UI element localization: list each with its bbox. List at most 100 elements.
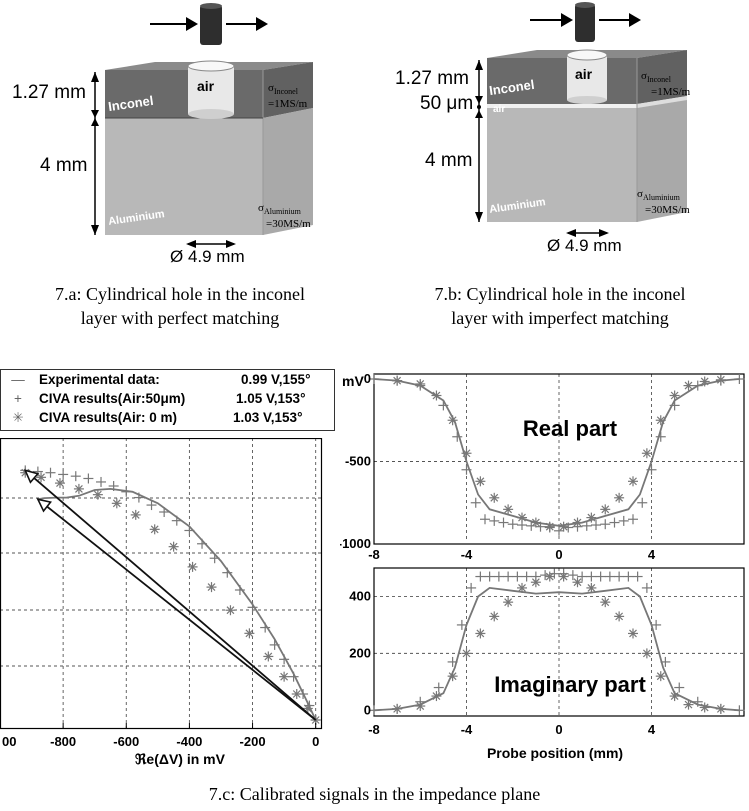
plus-marker <box>234 585 245 595</box>
asterisk-marker <box>641 648 652 659</box>
diameter-label: Ø 4.9 mm <box>170 247 245 266</box>
asterisk-marker <box>655 415 666 426</box>
asterisk-stroke <box>716 704 725 713</box>
asterisk-stroke <box>93 490 102 499</box>
conductivity-aluminium: σAluminium =30MS/m <box>637 188 690 217</box>
phase-arrowhead <box>23 469 40 484</box>
plus-marker <box>577 571 588 582</box>
legend-entry-label: CIVA results(Air: 0 m) <box>39 410 178 425</box>
plus-marker <box>586 571 597 582</box>
thickness-top-label: 1.27 mm <box>12 82 86 103</box>
plus-marker <box>58 469 69 480</box>
asterisk-stroke <box>545 522 554 531</box>
figure-b: 1.27 mm 50 μm 4 mm Inconel air Aluminium… <box>375 0 749 340</box>
asterisk-marker <box>415 701 426 712</box>
asterisk-marker <box>641 448 652 459</box>
plus-marker <box>660 656 671 667</box>
sigma-subscript: Aluminium <box>642 193 680 203</box>
asterisk-stroke <box>504 598 513 607</box>
imaginary-part-chart: 0 200 400 -8 -4 0 4 Imaginary part Probe positio… <box>349 567 745 761</box>
asterisk-marker <box>572 517 583 528</box>
sigma-symbol: σ <box>637 188 643 200</box>
sigma-subscript: Inconel <box>646 75 671 85</box>
diameter-label: Ø 4.9 mm <box>547 236 622 255</box>
plus-marker <box>734 374 745 384</box>
plus-marker <box>288 671 299 682</box>
asterisk-marker <box>517 582 527 593</box>
asterisk-marker <box>73 483 84 494</box>
sigma-value: =1MS/m <box>268 98 308 111</box>
motion-arrowhead-right <box>256 17 268 31</box>
phase-arrow <box>37 498 317 721</box>
asterisk-stroke <box>642 649 651 658</box>
asterisk-stroke <box>601 598 610 607</box>
sigma-value: =1MS/m <box>651 86 691 99</box>
asterisk-stroke <box>684 381 693 390</box>
asterisk-stroke <box>490 612 499 621</box>
asterisk-stroke <box>188 562 197 571</box>
asterisk-stroke <box>700 377 709 386</box>
plus-marker <box>484 571 495 582</box>
plus-marker <box>438 400 449 411</box>
asterisk-marker <box>92 489 103 500</box>
plus-marker <box>456 619 467 630</box>
asterisk-stroke <box>531 578 540 587</box>
asterisk-stroke <box>476 477 485 486</box>
plus-marker <box>567 570 578 581</box>
caption-c: 7.c: Calibrated signals in the impedance… <box>208 784 541 804</box>
plus-marker <box>247 602 258 613</box>
plus-marker <box>304 700 315 711</box>
plus-marker <box>623 571 634 582</box>
asterisk-marker <box>431 691 442 702</box>
line-marker-icon: — <box>11 372 25 387</box>
plus-marker <box>433 682 444 693</box>
plus-marker <box>600 519 611 530</box>
plus-marker <box>184 525 195 536</box>
tick-label: 0 <box>555 547 562 562</box>
plus-marker <box>279 654 290 665</box>
tick-label: -4 <box>461 722 473 737</box>
plus-marker <box>521 571 532 582</box>
asterisk-marker <box>244 628 255 639</box>
asterisk-stroke <box>74 484 83 493</box>
asterisk-marker <box>225 605 236 616</box>
asterisk-stroke <box>545 572 554 581</box>
legend-entry-label: Experimental data: <box>39 372 160 387</box>
asterisk-marker <box>715 703 726 714</box>
asterisk-marker <box>168 541 179 552</box>
phase-arrow <box>24 469 317 721</box>
plus-marker <box>452 431 463 442</box>
asterisk-stroke <box>112 499 121 508</box>
sigma-subscript: Aluminium <box>263 207 301 217</box>
plus-marker <box>489 515 500 526</box>
plus-marker <box>159 507 170 517</box>
air-hole <box>567 55 607 100</box>
sigma-value: =30MS/m <box>266 218 311 231</box>
asterisk-stroke <box>656 672 665 681</box>
asterisk-marker <box>503 504 514 515</box>
tick-label: 400 <box>349 588 371 603</box>
chart-legend: — Experimental data: 0.99 V,155° + CIVA … <box>0 369 335 431</box>
tick-label: -200 <box>240 734 266 749</box>
asterisk-marker-icon: ✳ <box>12 410 24 425</box>
asterisk-stroke <box>518 513 526 522</box>
asterisk-marker <box>36 472 47 483</box>
sigma-symbol: σ <box>641 70 647 82</box>
asterisk-stroke <box>642 449 651 458</box>
asterisk-marker <box>544 521 555 532</box>
plus-marker <box>604 571 615 582</box>
asterisk-marker <box>517 512 527 523</box>
plus-marker <box>171 515 182 526</box>
asterisk-stroke <box>615 612 624 621</box>
asterisk-stroke <box>393 704 402 713</box>
asterisk-marker <box>461 648 472 659</box>
asterisk-stroke <box>587 583 596 592</box>
plus-marker <box>512 571 523 582</box>
asterisk-marker <box>614 492 625 503</box>
asterisk-stroke <box>292 690 301 698</box>
asterisk-marker <box>683 699 694 710</box>
asterisk-marker <box>54 478 65 489</box>
plus-marker <box>503 571 514 582</box>
asterisk-stroke <box>559 572 568 581</box>
